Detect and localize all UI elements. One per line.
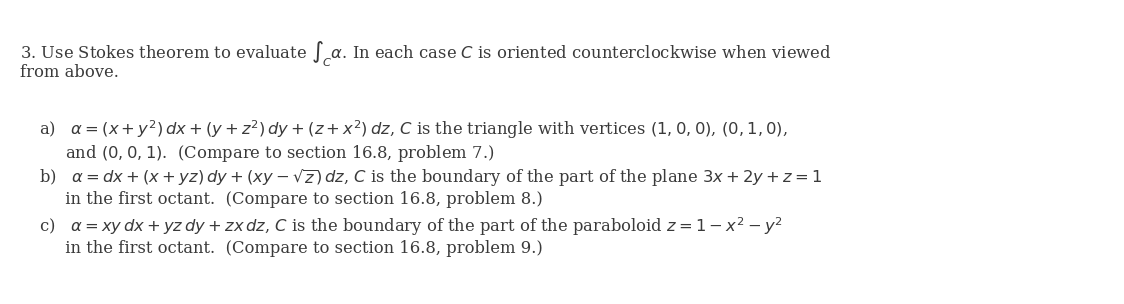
- Text: from above.: from above.: [20, 64, 119, 81]
- Text: c)   $\alpha = xy\,dx + yz\,dy + zx\,dz$, $C$ is the boundary of the part of the: c) $\alpha = xy\,dx + yz\,dy + zx\,dz$, …: [39, 216, 783, 238]
- Text: a)   $\alpha = (x + y^2)\,dx + (y + z^2)\,dy + (z + x^2)\,dz$, $C$ is the triang: a) $\alpha = (x + y^2)\,dx + (y + z^2)\,…: [39, 119, 788, 141]
- Text: in the first octant.  (Compare to section 16.8, problem 8.): in the first octant. (Compare to section…: [39, 192, 543, 209]
- Text: b)   $\alpha = dx + (x + yz)\,dy + (xy - \sqrt{z})\,dz$, $C$ is the boundary of : b) $\alpha = dx + (x + yz)\,dy + (xy - \…: [39, 167, 823, 189]
- Text: in the first octant.  (Compare to section 16.8, problem 9.): in the first octant. (Compare to section…: [39, 240, 543, 257]
- Text: 3. Use Stokes theorem to evaluate $\int_C \alpha$. In each case $C$ is oriented : 3. Use Stokes theorem to evaluate $\int_…: [20, 40, 832, 69]
- Text: and $(0, 0, 1)$.  (Compare to section 16.8, problem 7.): and $(0, 0, 1)$. (Compare to section 16.…: [39, 143, 495, 164]
